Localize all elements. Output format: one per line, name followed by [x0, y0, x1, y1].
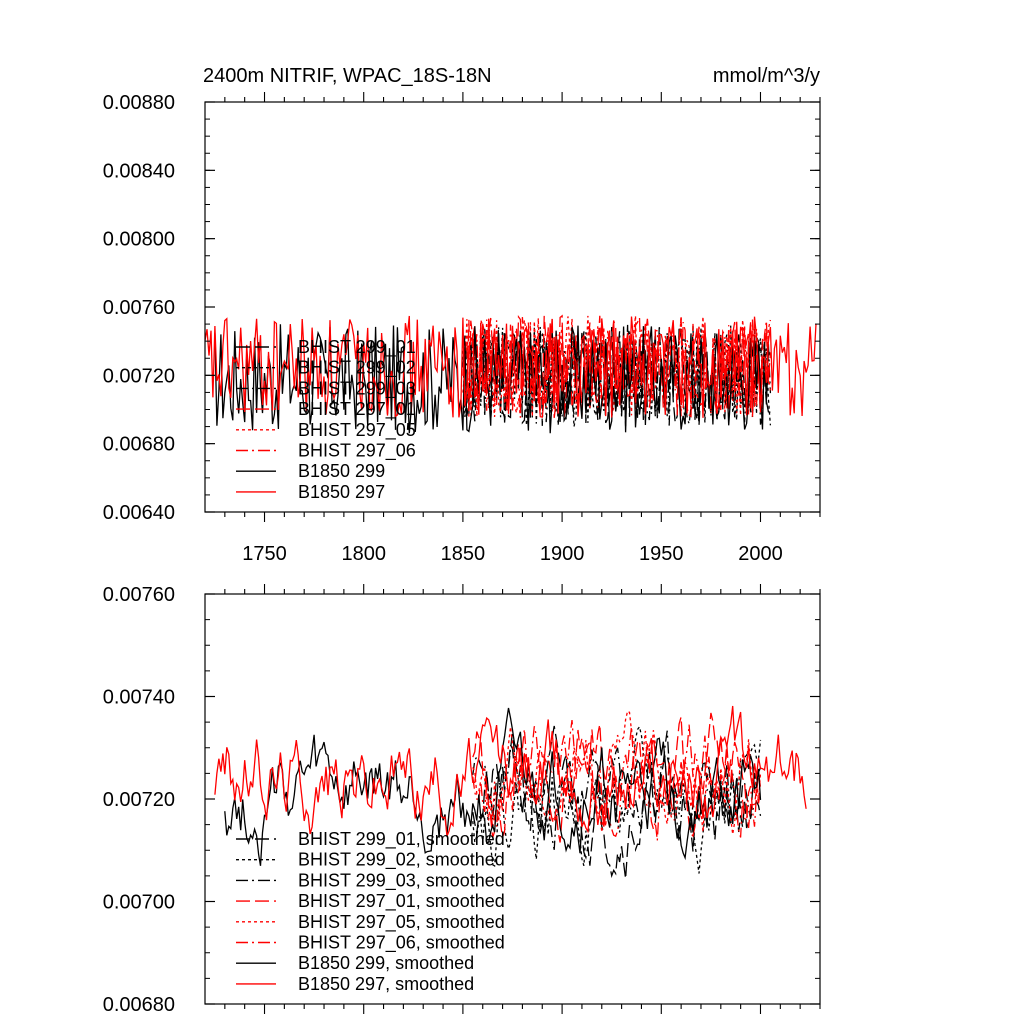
top-legend-label: B1850 299: [298, 461, 385, 481]
top-x-tick-label: 1950: [639, 543, 684, 565]
bottom-y-tick-label: 0.00760: [103, 584, 175, 606]
top-x-tick-label: 2000: [738, 543, 783, 565]
top-y-tick-label: 0.00840: [103, 160, 175, 182]
top-y-tick-label: 0.00680: [103, 434, 175, 456]
bottom-series-line: [472, 712, 762, 843]
bottom-y-tick-label: 0.00720: [103, 789, 175, 811]
top-x-tick-label: 1850: [441, 543, 486, 565]
top-x-tick-label: 1900: [540, 543, 585, 565]
top-x-tick-label: 1800: [341, 543, 386, 565]
bottom-y-tick-label: 0.00700: [103, 892, 175, 914]
bottom-legend-label: BHIST 297_01, smoothed: [298, 891, 505, 912]
top-y-tick-label: 0.00880: [103, 92, 175, 114]
bottom-y-tick-label: 0.00680: [103, 994, 175, 1016]
bottom-legend-label: B1850 299, smoothed: [298, 953, 474, 973]
top-legend-label: BHIST 297_05: [298, 420, 416, 441]
top-series-line: [205, 315, 817, 418]
top-y-tick-label: 0.00720: [103, 365, 175, 387]
bottom-legend-label: B1850 297, smoothed: [298, 974, 474, 994]
top-legend-label: BHIST 297_01: [298, 399, 416, 420]
bottom-series-line: [472, 720, 762, 841]
bottom-series-line: [214, 705, 807, 837]
bottom-series-line: [472, 710, 762, 835]
bottom-legend-label: BHIST 299_02, smoothed: [298, 850, 505, 871]
bottom-y-tick-label: 0.00740: [103, 687, 175, 709]
bottom-legend-label: BHIST 297_06, smoothed: [298, 933, 505, 954]
bottom-series-line: [224, 707, 762, 866]
top-y-tick-label: 0.00640: [103, 502, 175, 524]
bottom-legend-label: BHIST 299_03, smoothed: [298, 870, 505, 891]
bottom-legend-label: BHIST 297_05, smoothed: [298, 912, 505, 933]
top-x-tick-label: 1750: [242, 543, 287, 565]
top-title-left: 2400m NITRIF, WPAC_18S-18N: [203, 65, 492, 87]
top-legend-label: BHIST 299_02: [298, 358, 416, 379]
top-title-right: mmol/m^3/y: [713, 65, 820, 87]
top-legend-label: BHIST 299_01: [298, 337, 416, 358]
bottom-legend-label: BHIST 299_01, smoothed: [298, 829, 505, 850]
top-legend-label: BHIST 297_06: [298, 441, 416, 462]
top-y-tick-label: 0.00760: [103, 297, 175, 319]
top-legend-label: BHIST 299_03: [298, 378, 416, 399]
top-legend-label: B1850 297: [298, 482, 385, 502]
top-series-line: [462, 325, 772, 427]
top-panel: 2400m NITRIF, WPAC_18S-18N mmol/m^3/y 0.…: [103, 65, 821, 565]
top-y-tick-label: 0.00800: [103, 229, 175, 251]
bottom-panel: 0.00680 0.00700 0.00720 0.00740 0.00760 BHIST…: [103, 584, 821, 1016]
